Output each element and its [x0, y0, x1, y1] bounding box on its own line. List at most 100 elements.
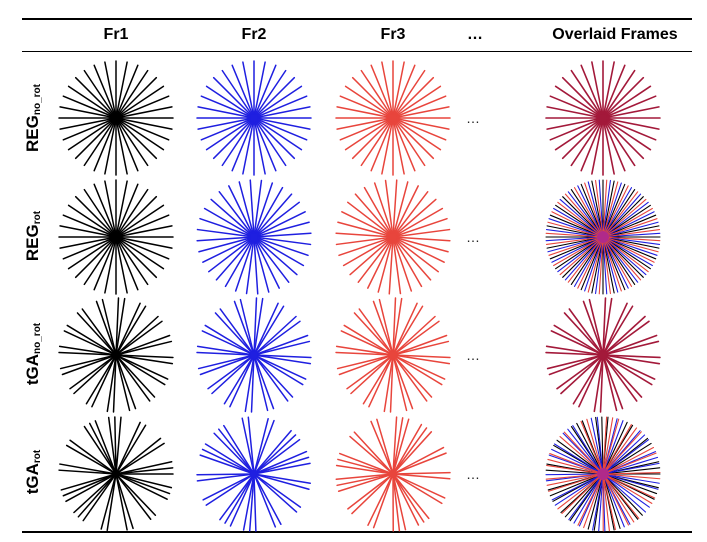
spoke [253, 64, 277, 119]
spoke [350, 354, 394, 395]
spoke [602, 354, 624, 410]
spoke [545, 473, 604, 480]
spoke [602, 473, 635, 523]
spoke [347, 473, 394, 510]
spoke [59, 225, 117, 238]
spoke [115, 340, 173, 356]
overlay-hub [597, 468, 609, 480]
spoke [547, 236, 604, 253]
spoke [253, 117, 296, 160]
spoke [546, 354, 604, 370]
spoke [115, 95, 170, 119]
spoke [392, 236, 445, 263]
spoke [253, 236, 312, 246]
spoke [602, 354, 638, 402]
spoke [221, 69, 255, 119]
spoke [567, 191, 604, 238]
spoke [62, 95, 117, 119]
spoke [228, 185, 255, 238]
spoke [112, 354, 117, 413]
spoke [115, 204, 165, 238]
spoke [602, 473, 629, 526]
spoke [549, 214, 604, 238]
column-header-fr3: Fr3 [380, 26, 406, 43]
spoke [253, 106, 311, 119]
spoke [253, 61, 266, 119]
spoke [229, 473, 255, 527]
spoke [210, 198, 255, 238]
spoke [561, 117, 604, 160]
spoke [602, 473, 610, 532]
spoke [360, 117, 394, 167]
spoke-pattern-tga-no-rot-fr1 [58, 297, 174, 413]
spoke [602, 236, 639, 283]
spoke [61, 354, 117, 376]
spoke [602, 354, 653, 386]
spoke [602, 179, 608, 238]
spoke [115, 183, 139, 238]
spoke [392, 95, 447, 119]
spoke [602, 427, 638, 475]
spoke [590, 417, 604, 475]
spoke [115, 236, 165, 270]
spoke [224, 473, 255, 524]
spoke [545, 229, 604, 238]
spoke [602, 95, 657, 119]
spoke [357, 236, 394, 283]
spoke [392, 198, 437, 238]
spoke [546, 106, 604, 119]
spoke [556, 439, 604, 475]
spoke [253, 236, 305, 267]
spoke [553, 324, 604, 356]
spoke [253, 69, 287, 119]
spoke [602, 214, 657, 238]
spoke [548, 354, 604, 376]
spoke [197, 117, 255, 130]
row-label-reg-rot: REGrot [23, 210, 43, 262]
spoke [338, 354, 394, 376]
spoke [551, 473, 604, 501]
spoke [115, 354, 174, 359]
spoke [602, 439, 650, 475]
spoke [115, 473, 152, 520]
spoke [572, 425, 604, 475]
spoke [372, 473, 394, 529]
spoke [392, 473, 443, 505]
row-label-tga-no-rot: tGAno_rot [23, 322, 43, 386]
spoke [602, 236, 619, 293]
spoke [602, 117, 615, 175]
spoke [602, 180, 615, 238]
spoke [602, 117, 657, 141]
spoke [83, 117, 117, 167]
spoke [354, 193, 394, 238]
spoke [247, 416, 255, 475]
spoke [602, 354, 661, 365]
spoke [578, 354, 604, 408]
spoke [602, 117, 636, 167]
spoke [219, 308, 255, 356]
spoke [392, 320, 440, 356]
spoke [602, 473, 617, 531]
spoke [602, 236, 611, 295]
spoke [384, 179, 394, 238]
spoke [115, 61, 128, 119]
row-ellipsis: … [466, 466, 480, 482]
spoke [392, 417, 404, 475]
spoke [392, 354, 446, 380]
spoke [115, 64, 139, 119]
spoke [602, 76, 645, 119]
spoke [67, 204, 117, 238]
spoke-pattern-reg-no-rot-fr2 [196, 60, 312, 176]
spoke [335, 351, 394, 356]
spoke [602, 106, 660, 119]
spoke [93, 183, 117, 238]
spoke [601, 416, 604, 475]
spoke [73, 473, 117, 514]
spoke [392, 69, 426, 119]
spoke [392, 191, 429, 238]
spoke [392, 340, 450, 356]
spoke-hub [112, 114, 120, 122]
spoke [218, 428, 255, 475]
spoke [602, 236, 660, 249]
spoke [392, 416, 398, 475]
